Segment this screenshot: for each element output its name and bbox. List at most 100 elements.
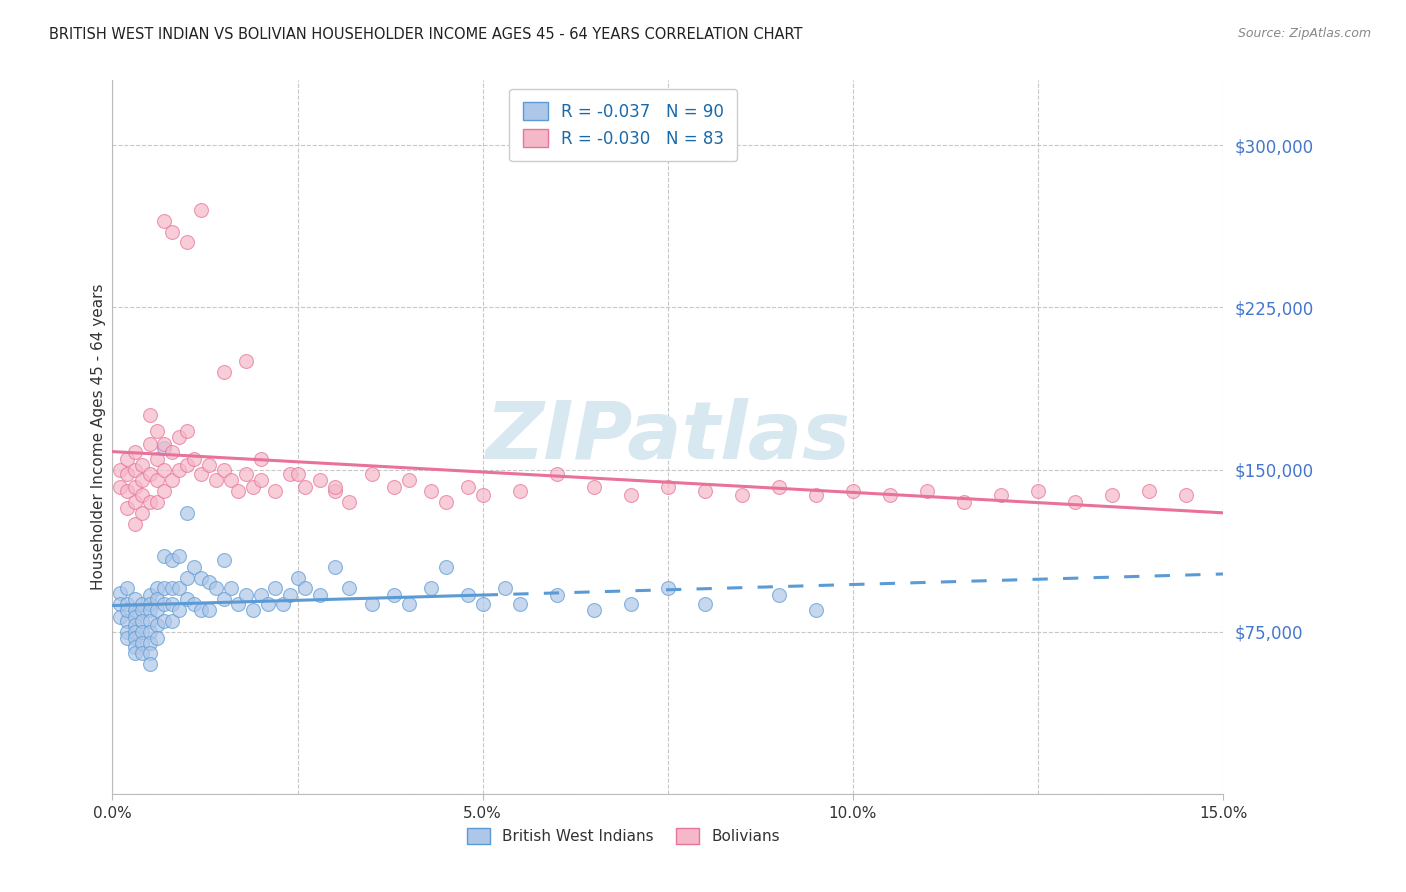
Point: [1026, 484, 1049, 499]
Point: [138, 614, 160, 628]
Point: [138, 588, 160, 602]
Point: [117, 597, 139, 611]
Point: [1137, 484, 1160, 499]
Point: [768, 588, 790, 602]
Point: [278, 467, 301, 481]
Point: [205, 473, 228, 487]
Point: [117, 631, 139, 645]
Point: [308, 588, 330, 602]
Point: [176, 458, 198, 473]
Point: [235, 588, 257, 602]
Point: [131, 624, 153, 639]
Point: [190, 202, 212, 217]
Point: [153, 597, 176, 611]
Point: [108, 609, 131, 624]
Point: [167, 582, 190, 596]
Point: [990, 488, 1012, 502]
Point: [131, 473, 153, 487]
Point: [131, 603, 153, 617]
Point: [176, 571, 198, 585]
Point: [457, 588, 479, 602]
Point: [108, 462, 131, 476]
Point: [657, 480, 679, 494]
Legend: British West Indians, Bolivians: British West Indians, Bolivians: [461, 822, 786, 850]
Point: [219, 582, 242, 596]
Y-axis label: Householder Income Ages 45 - 64 years: Householder Income Ages 45 - 64 years: [91, 284, 105, 591]
Point: [117, 624, 139, 639]
Point: [212, 462, 235, 476]
Point: [117, 501, 139, 516]
Point: [124, 495, 146, 509]
Point: [183, 451, 205, 466]
Text: Source: ZipAtlas.com: Source: ZipAtlas.com: [1237, 27, 1371, 40]
Point: [146, 424, 169, 438]
Point: [509, 597, 531, 611]
Point: [160, 553, 183, 567]
Point: [153, 582, 176, 596]
Point: [153, 214, 176, 228]
Point: [197, 458, 219, 473]
Point: [271, 597, 294, 611]
Point: [693, 597, 716, 611]
Point: [915, 484, 938, 499]
Point: [197, 603, 219, 617]
Point: [235, 467, 257, 481]
Point: [294, 480, 316, 494]
Point: [167, 603, 190, 617]
Point: [546, 467, 568, 481]
Point: [131, 635, 153, 649]
Point: [382, 480, 405, 494]
Point: [138, 635, 160, 649]
Point: [219, 473, 242, 487]
Point: [124, 618, 146, 632]
Point: [264, 582, 287, 596]
Point: [228, 484, 250, 499]
Point: [153, 462, 176, 476]
Point: [693, 484, 716, 499]
Point: [146, 495, 169, 509]
Point: [176, 424, 198, 438]
Point: [471, 597, 494, 611]
Point: [153, 441, 176, 455]
Point: [176, 506, 198, 520]
Point: [308, 473, 330, 487]
Point: [657, 582, 679, 596]
Point: [146, 631, 169, 645]
Point: [398, 597, 420, 611]
Point: [146, 592, 169, 607]
Point: [183, 597, 205, 611]
Point: [323, 480, 346, 494]
Point: [124, 462, 146, 476]
Point: [131, 646, 153, 660]
Point: [509, 484, 531, 499]
Point: [138, 495, 160, 509]
Point: [146, 473, 169, 487]
Point: [212, 553, 235, 567]
Point: [582, 603, 605, 617]
Point: [434, 559, 457, 574]
Point: [842, 484, 865, 499]
Point: [117, 451, 139, 466]
Point: [153, 484, 176, 499]
Point: [323, 559, 346, 574]
Point: [138, 409, 160, 423]
Point: [804, 488, 827, 502]
Point: [117, 467, 139, 481]
Point: [257, 597, 280, 611]
Point: [124, 609, 146, 624]
Point: [160, 614, 183, 628]
Point: [167, 549, 190, 563]
Point: [117, 582, 139, 596]
Point: [235, 354, 257, 368]
Point: [138, 597, 160, 611]
Point: [398, 473, 420, 487]
Point: [117, 484, 139, 499]
Point: [146, 451, 169, 466]
Point: [146, 618, 169, 632]
Point: [153, 436, 176, 450]
Point: [190, 571, 212, 585]
Point: [124, 646, 146, 660]
Point: [131, 614, 153, 628]
Point: [1064, 495, 1087, 509]
Point: [249, 451, 271, 466]
